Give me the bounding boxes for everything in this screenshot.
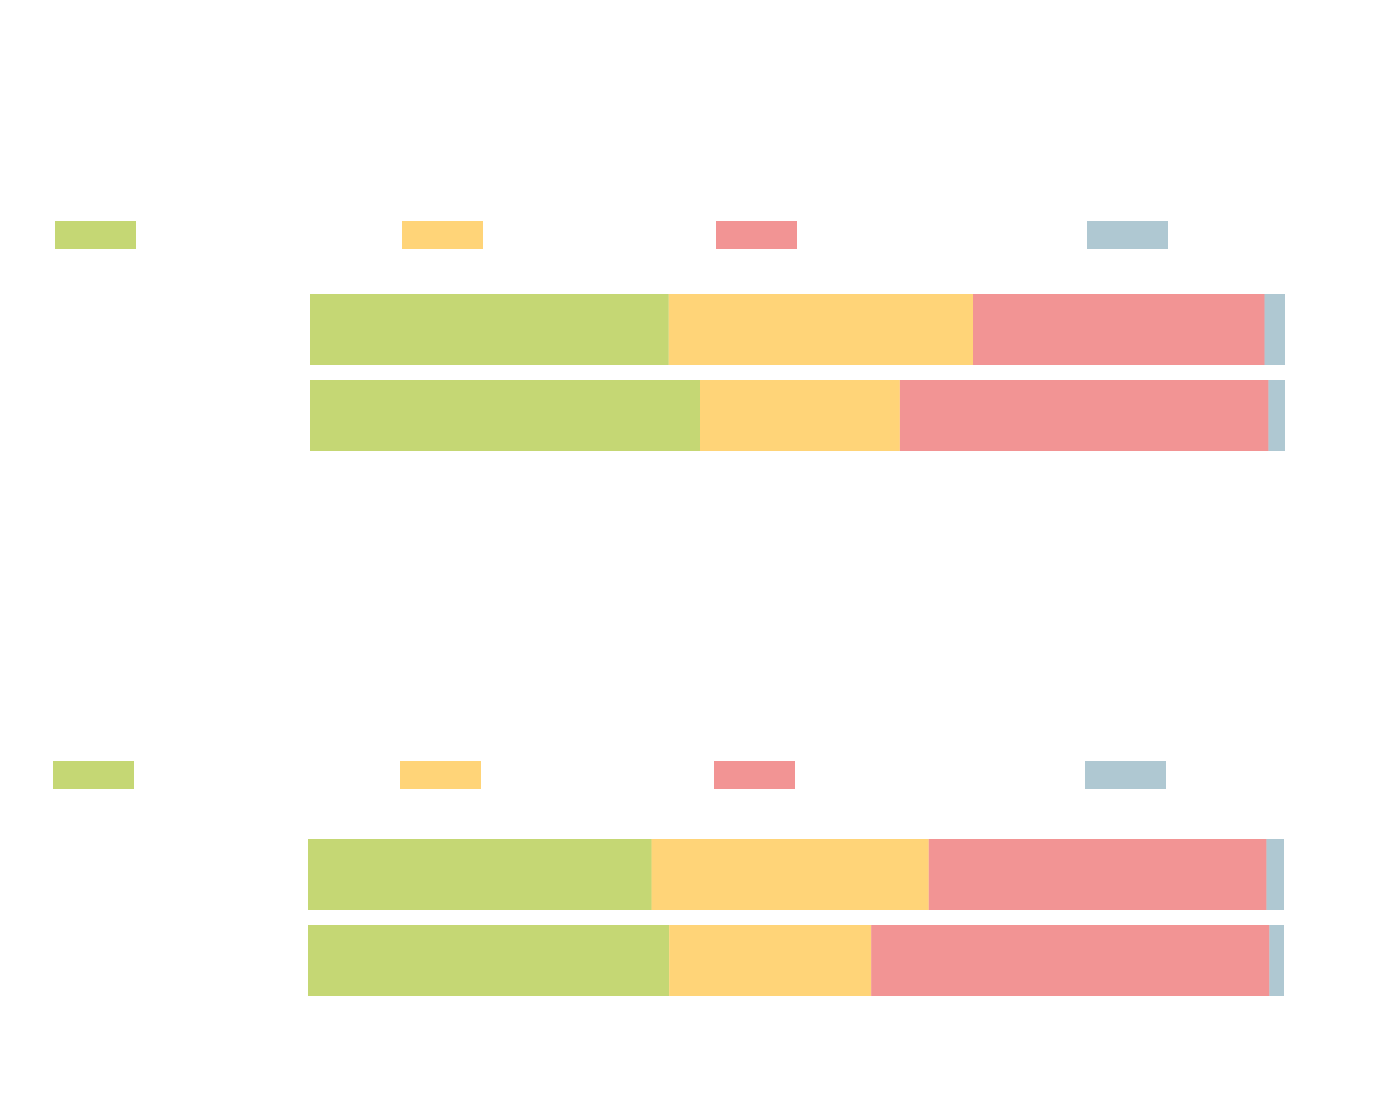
legend-swatch bbox=[402, 221, 483, 249]
bar-segment bbox=[310, 294, 669, 365]
bar-segment bbox=[700, 380, 900, 451]
legend-swatch bbox=[716, 221, 797, 249]
bar-segment bbox=[669, 925, 872, 996]
legend-swatch bbox=[1087, 221, 1168, 249]
legend-swatch bbox=[55, 221, 136, 249]
bar-segment bbox=[308, 925, 670, 996]
bar-segment bbox=[1268, 380, 1285, 451]
bar-segment bbox=[668, 294, 973, 365]
bar-segment bbox=[973, 294, 1265, 365]
bar-segment bbox=[871, 925, 1270, 996]
bar-segment bbox=[1264, 294, 1285, 365]
legend-swatch bbox=[400, 761, 481, 789]
legend-swatch bbox=[714, 761, 795, 789]
bar-segment bbox=[308, 839, 652, 910]
legend-swatch bbox=[1085, 761, 1166, 789]
bar-segment bbox=[928, 839, 1267, 910]
legend-swatch bbox=[53, 761, 134, 789]
bar-segment bbox=[1269, 925, 1284, 996]
bar-segment bbox=[899, 380, 1269, 451]
bar-segment bbox=[1266, 839, 1284, 910]
bar-segment bbox=[651, 839, 929, 910]
bar-segment bbox=[310, 380, 700, 451]
